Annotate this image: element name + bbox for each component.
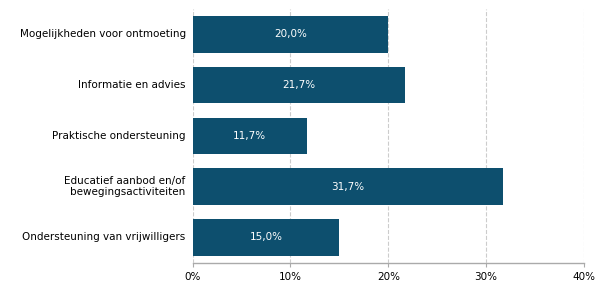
Text: 15,0%: 15,0%	[249, 232, 282, 243]
Text: 20,0%: 20,0%	[274, 29, 307, 40]
Text: 31,7%: 31,7%	[331, 182, 364, 192]
Bar	[193, 67, 405, 103]
Text: 21,7%: 21,7%	[282, 80, 315, 90]
Bar	[193, 219, 340, 255]
Bar	[193, 169, 503, 205]
Bar	[193, 118, 307, 154]
Bar	[193, 16, 388, 53]
Text: 11,7%: 11,7%	[234, 131, 267, 141]
